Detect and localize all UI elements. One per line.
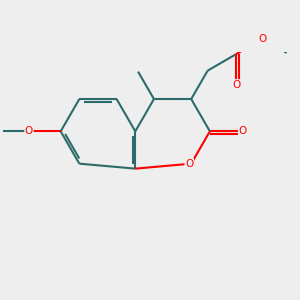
Text: O: O	[232, 80, 240, 90]
Text: O: O	[258, 34, 267, 44]
Text: O: O	[25, 126, 33, 136]
Text: O: O	[185, 159, 194, 169]
Text: O: O	[238, 126, 247, 136]
